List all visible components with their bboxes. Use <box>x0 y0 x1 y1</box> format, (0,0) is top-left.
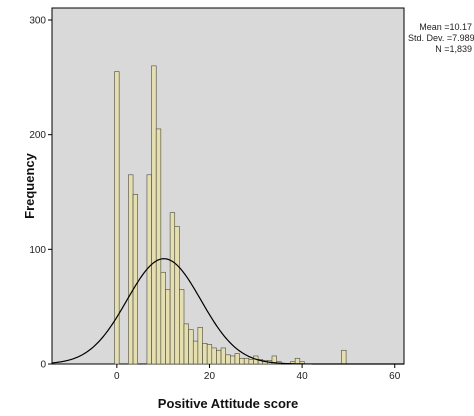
histogram-bar <box>234 353 240 365</box>
y-axis-title: Frequency <box>22 152 37 219</box>
histogram-bar <box>202 343 208 365</box>
histogram-bar <box>174 226 180 365</box>
stats-n: N =1,839 <box>435 44 472 54</box>
histogram-bar <box>169 212 176 365</box>
normal-curve <box>51 258 404 365</box>
stats-std-dev: Std. Dev. =7.989 <box>408 33 474 43</box>
stats-mean: Mean =10.17 <box>419 22 472 32</box>
y-tick-label: 100 <box>29 245 46 256</box>
x-axis-title: Positive Attitude score <box>158 396 298 411</box>
histogram-bar <box>206 344 213 365</box>
x-tick-label: 60 <box>389 371 401 382</box>
histogram-bar <box>128 174 134 365</box>
histogram-bar <box>216 349 222 365</box>
histogram-bar <box>341 349 347 365</box>
y-tick-label: 0 <box>40 360 46 371</box>
x-axis-ticks: 0 20 40 60 <box>114 364 401 382</box>
histogram-bar <box>243 357 250 365</box>
histogram-bar <box>192 340 199 365</box>
y-axis-ticks: 0 100 200 300 <box>29 16 52 371</box>
histogram-bar <box>188 329 194 365</box>
histogram-bar <box>225 354 231 365</box>
histogram-bar <box>211 347 217 365</box>
histogram-bar <box>132 193 138 365</box>
histogram-bar <box>155 128 162 365</box>
histogram-bar <box>165 289 171 365</box>
histogram-bar <box>220 347 226 365</box>
histogram-bar <box>248 359 254 365</box>
histogram-bar <box>271 355 277 365</box>
histogram-bar <box>151 65 157 365</box>
histogram-bar <box>239 357 245 365</box>
y-tick-label: 300 <box>29 16 46 27</box>
histogram-bar <box>197 327 203 365</box>
x-tick-label: 0 <box>114 371 120 382</box>
histogram-bar <box>230 355 236 365</box>
stats-box: Mean =10.17 Std. Dev. =7.989 N =1,839 <box>408 22 474 55</box>
x-tick-label: 20 <box>204 371 216 382</box>
histogram-bar <box>294 357 301 365</box>
histogram-bar <box>160 271 166 365</box>
y-tick-label: 200 <box>29 130 46 141</box>
histogram-bar <box>183 323 189 365</box>
bars-group <box>114 65 347 365</box>
histogram-bar <box>146 174 152 365</box>
histogram-bar <box>179 289 185 365</box>
plot-area <box>51 7 405 365</box>
x-tick-label: 40 <box>297 371 309 382</box>
